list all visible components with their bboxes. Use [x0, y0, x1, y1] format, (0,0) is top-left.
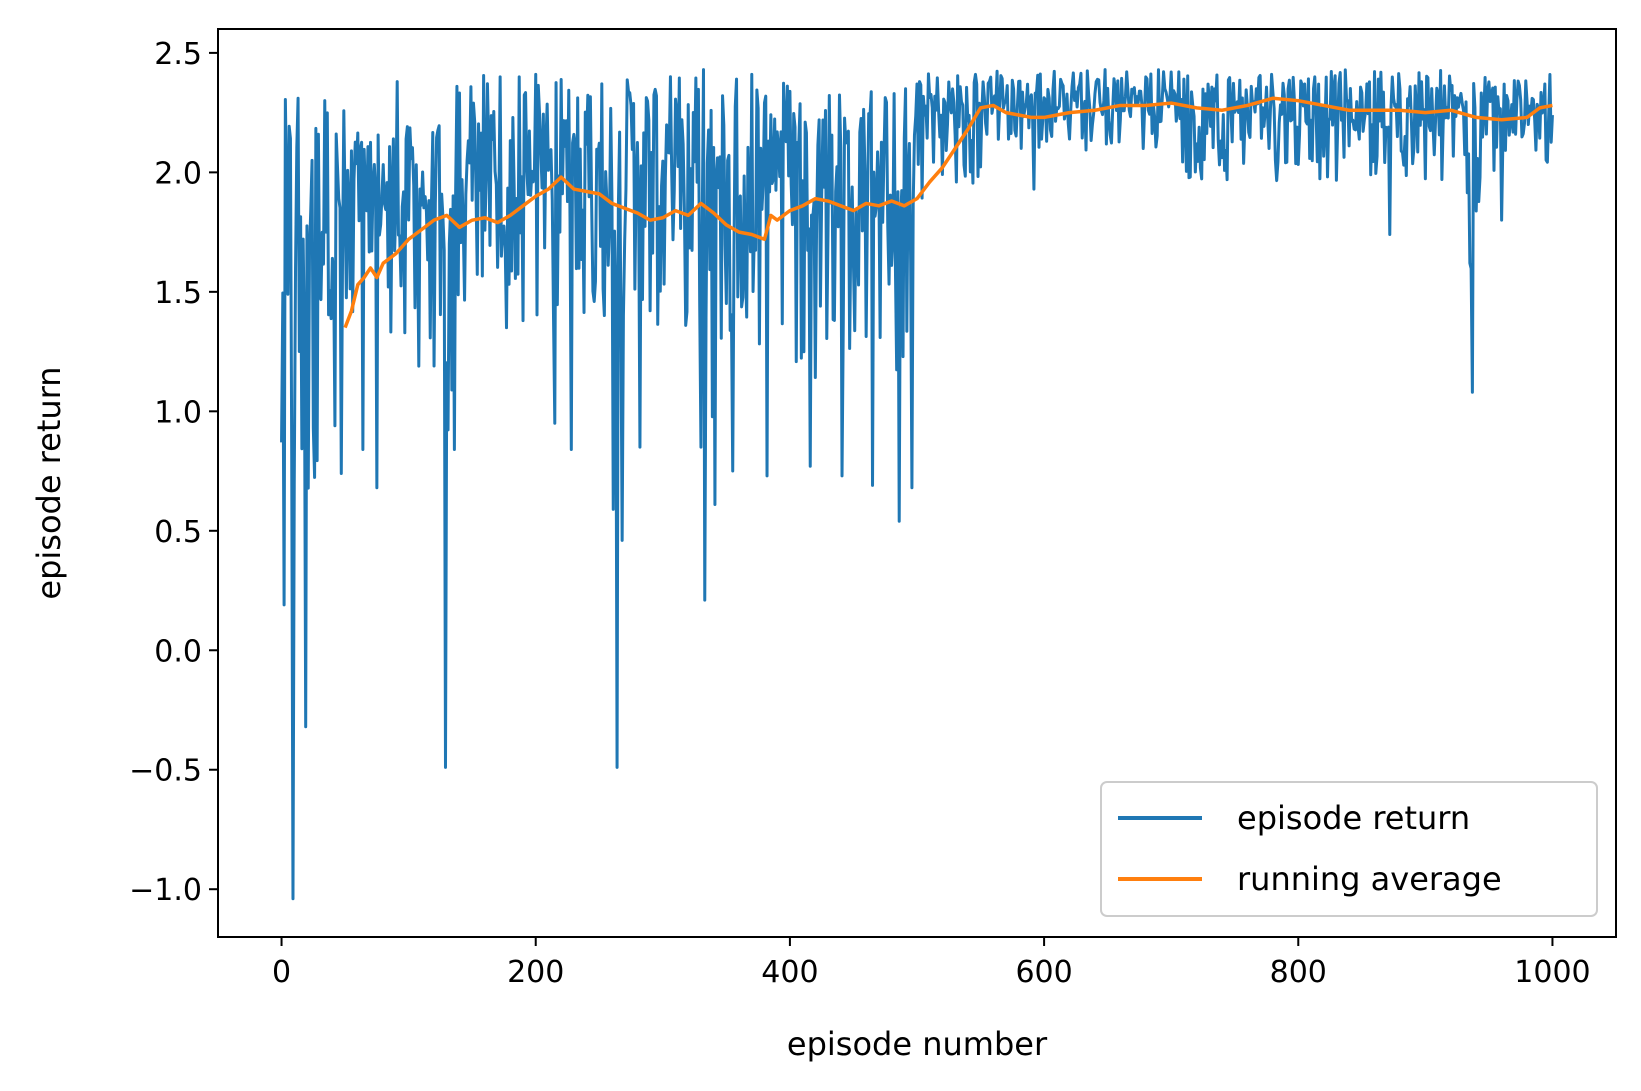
y-tick-label: 2.0 — [154, 156, 202, 191]
legend-label-episode-return: episode return — [1237, 799, 1470, 837]
y-axis: −1.0 −0.5 0.0 0.5 1.0 1.5 2.0 2.5 — [129, 37, 218, 908]
x-axis-label: episode number — [787, 1025, 1048, 1063]
legend: episode return running average — [1100, 781, 1598, 917]
x-axis: 0 200 400 600 800 1000 — [272, 937, 1591, 990]
plot-frame — [217, 28, 1617, 938]
y-tick-label: 1.5 — [154, 276, 202, 311]
y-tick-label: 1.0 — [154, 395, 202, 430]
x-tick-label: 200 — [507, 955, 564, 990]
y-tick-label: −1.0 — [129, 873, 202, 908]
y-axis-label: episode return — [30, 366, 68, 599]
x-tick-label: 600 — [1015, 955, 1072, 990]
series-line-running-average — [343, 96, 1553, 329]
y-tick-label: −0.5 — [129, 754, 202, 789]
x-tick-label: 0 — [272, 955, 291, 990]
legend-label-running-average: running average — [1237, 860, 1502, 898]
y-tick-label: 0.5 — [154, 515, 202, 550]
legend-box — [1100, 781, 1598, 917]
series-line-episode-return — [280, 68, 1554, 901]
x-tick-label: 800 — [1270, 955, 1327, 990]
y-tick-label: 0.0 — [154, 634, 202, 669]
plot-area — [280, 68, 1554, 901]
x-tick-label: 400 — [761, 955, 818, 990]
x-tick-label: 1000 — [1514, 955, 1590, 990]
y-tick-label: 2.5 — [154, 37, 202, 72]
